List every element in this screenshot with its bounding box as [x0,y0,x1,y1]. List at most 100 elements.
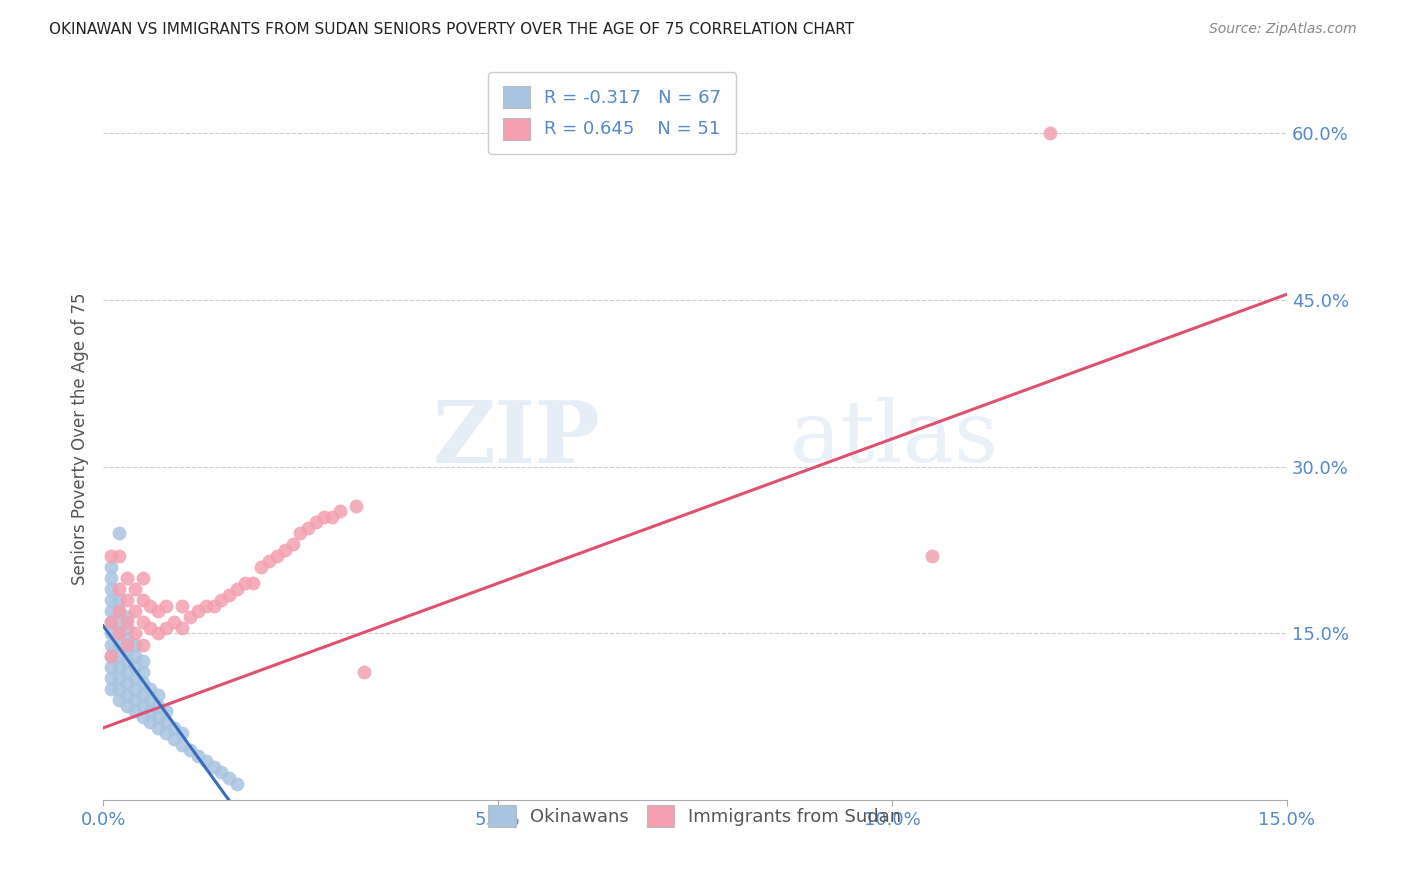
Point [131,654,153,668]
Point [108,626,131,640]
Point [115,632,138,646]
Point [250,559,273,574]
Point [108,693,131,707]
Text: OKINAWAN VS IMMIGRANTS FROM SUDAN SENIORS POVERTY OVER THE AGE OF 75 CORRELATION: OKINAWAN VS IMMIGRANTS FROM SUDAN SENIOR… [49,22,855,37]
Point [100,549,122,563]
Point [108,638,131,652]
Point [148,698,170,713]
Point [148,688,170,702]
Point [115,593,138,607]
Point [115,609,138,624]
Point [108,671,131,685]
Point [124,648,146,663]
Point [108,615,131,630]
Point [115,638,138,652]
Point [290,526,312,541]
Point [187,604,209,618]
Legend: Okinawans, Immigrants from Sudan: Okinawans, Immigrants from Sudan [481,798,908,835]
Point [131,688,153,702]
Point [329,504,352,518]
Point [108,626,131,640]
Point [100,648,122,663]
Point [124,681,146,696]
Point [115,698,138,713]
Point [257,554,280,568]
Point [131,676,153,690]
Point [131,698,153,713]
Point [108,593,131,607]
Point [108,648,131,663]
Point [124,671,146,685]
Point [115,615,138,630]
Text: Source: ZipAtlas.com: Source: ZipAtlas.com [1209,22,1357,37]
Point [131,710,153,724]
Point [108,582,131,596]
Point [115,676,138,690]
Point [131,615,153,630]
Point [124,660,146,674]
Point [124,604,146,618]
Point [115,621,138,635]
Point [100,615,122,630]
Point [115,665,138,680]
Point [233,576,256,591]
Point [218,771,240,785]
Point [273,543,295,558]
Point [108,549,131,563]
Point [100,681,122,696]
Point [218,587,240,601]
Point [139,599,162,613]
Point [163,615,186,630]
Point [202,760,225,774]
Point [100,671,122,685]
Point [100,638,122,652]
Point [155,715,177,730]
Point [100,582,122,596]
Point [108,604,131,618]
Text: atlas: atlas [790,397,998,481]
Point [163,721,186,735]
Point [155,599,177,613]
Point [100,648,122,663]
Point [108,681,131,696]
Point [124,704,146,718]
Point [131,571,153,585]
Point [139,715,162,730]
Point [353,665,375,680]
Point [100,626,122,640]
Point [100,660,122,674]
Point [108,526,131,541]
Point [211,765,233,780]
Point [139,621,162,635]
Point [108,660,131,674]
Point [124,582,146,596]
Point [148,710,170,724]
Point [194,754,217,768]
Point [131,665,153,680]
Point [305,515,328,529]
Y-axis label: Seniors Poverty Over the Age of 75: Seniors Poverty Over the Age of 75 [72,293,89,585]
Point [100,615,122,630]
Point [139,681,162,696]
Point [170,726,193,740]
Point [115,643,138,657]
Point [242,576,264,591]
Point [187,748,209,763]
Point [170,621,193,635]
Point [202,599,225,613]
Point [115,688,138,702]
Point [297,521,319,535]
Point [139,704,162,718]
Point [179,743,201,757]
Point [155,726,177,740]
Point [155,621,177,635]
Point [124,626,146,640]
Point [344,499,367,513]
Point [100,571,122,585]
Point [139,693,162,707]
Point [921,549,943,563]
Point [148,721,170,735]
Point [321,509,343,524]
Point [131,593,153,607]
Point [124,693,146,707]
